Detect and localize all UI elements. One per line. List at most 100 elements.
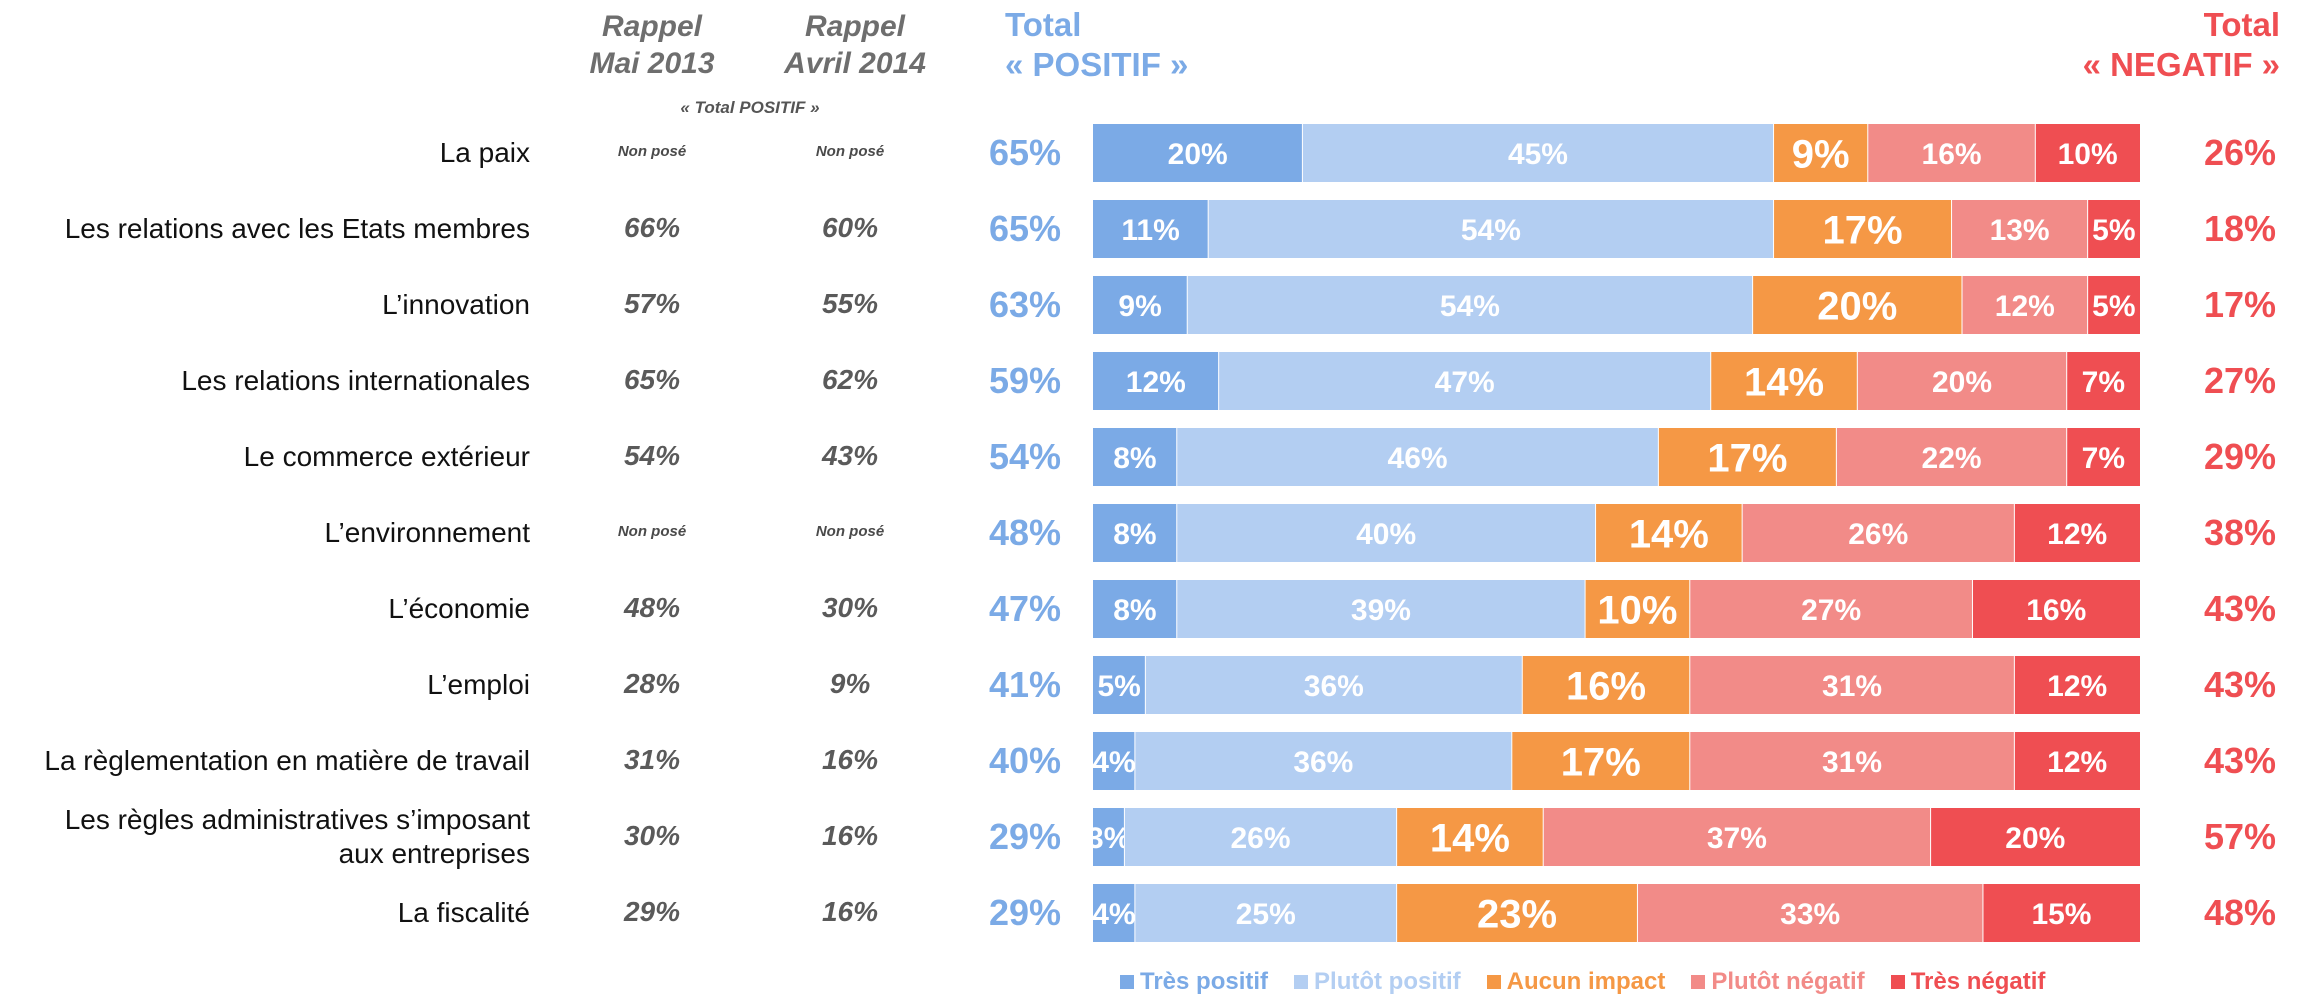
category-label: La fiscalité <box>398 896 530 930</box>
total-positif-value: 54% <box>988 436 1062 477</box>
bar-segment-plutot-positif <box>1176 580 1586 638</box>
bar-segment-plutot-positif <box>1134 732 1512 790</box>
bar-data-label: 37% <box>1707 822 1767 855</box>
total-positif-value: 59% <box>988 360 1062 401</box>
rappel-2013-value: 65% <box>623 364 681 395</box>
rappel-2013-value: Non posé <box>617 143 687 160</box>
rappel-2014-value: 55% <box>821 288 879 319</box>
bar-data-label: 36% <box>1304 670 1364 703</box>
header-total-negatif-line2: « NEGATIF » <box>2082 46 2280 83</box>
bar-segment-aucun-impact <box>1396 884 1638 942</box>
header-rappel-2013: Rappel Mai 2013 <box>572 8 732 82</box>
rappel-2013-value: 48% <box>623 592 681 623</box>
bar-segment-plutot-negatif <box>1962 276 2088 334</box>
category-label-line: aux entreprises <box>338 838 530 869</box>
total-negatif-value: 43% <box>2203 740 2277 781</box>
bar-segment-tres-negatif <box>2035 124 2140 182</box>
legend-swatch <box>1294 975 1309 989</box>
category-label: Les relations avec les Etats membres <box>65 212 530 246</box>
bar-data-label: 20% <box>2005 822 2065 855</box>
category-label-line: La règlementation en matière de travail <box>44 745 530 776</box>
chart-legend: Très positif Plutôt positif Aucun impact Pl… <box>1120 965 2071 999</box>
bar-data-label: 17% <box>1561 740 1641 784</box>
bar-segment-tres-negatif <box>2087 200 2140 258</box>
header-total-negatif: Total « NEGATIF » <box>2083 5 2280 85</box>
bar-segment-plutot-positif <box>1218 352 1711 410</box>
category-label-line: L’emploi <box>427 669 530 700</box>
bar-segment-tres-positif <box>1093 124 1303 182</box>
category-label: La paix <box>440 136 530 170</box>
bar-data-label: 25% <box>1236 898 1296 931</box>
bar-segment-aucun-impact <box>1773 124 1868 182</box>
category-label: L’économie <box>388 592 530 626</box>
total-positif-value: 29% <box>988 816 1062 857</box>
bar-data-label: 10% <box>2058 138 2118 171</box>
bar-segment-plutot-negatif <box>1543 808 1931 866</box>
total-negatif-value: 26% <box>2203 132 2277 173</box>
total-positif-value: 63% <box>988 284 1062 325</box>
total-negatif-value: 57% <box>2203 816 2277 857</box>
category-label-line: La fiscalité <box>397 897 530 928</box>
category-label-line: Les relations avec les Etats membres <box>64 213 530 244</box>
rappel-2014-value: 16% <box>821 744 879 775</box>
bar-segment-plutot-positif <box>1176 428 1659 486</box>
bar-data-label: 14% <box>1744 360 1824 404</box>
header-rappel-2014-line1: Rappel <box>804 10 906 43</box>
category-label: Les règles administratives s’imposant aux… <box>65 803 530 871</box>
bar-data-label: 20% <box>1817 284 1897 328</box>
bar-segment-tres-negatif <box>1930 808 2140 866</box>
bar-segment-aucun-impact <box>1710 352 1858 410</box>
bar-segment-tres-positif <box>1093 732 1135 790</box>
category-label-line: L’environnement <box>324 517 530 548</box>
total-positif-value: 40% <box>988 740 1062 781</box>
bar-data-label: 54% <box>1440 290 1500 323</box>
bar-data-label: 9% <box>1118 290 1161 323</box>
total-positif-value: 65% <box>988 132 1062 173</box>
total-negatif-value: 38% <box>2203 512 2277 553</box>
bar-segment-plutot-positif <box>1176 504 1596 562</box>
header-total-positif: Total « POSITIF » <box>1005 5 1188 85</box>
category-label-line: Le commerce extérieur <box>243 441 530 472</box>
bar-segment-plutot-negatif <box>1637 884 1983 942</box>
rappel-2013-value: 54% <box>623 440 681 471</box>
category-label: Le commerce extérieur <box>244 440 530 474</box>
bar-segment-plutot-positif <box>1134 884 1397 942</box>
bar-data-label: 54% <box>1461 214 1521 247</box>
bar-segment-tres-positif <box>1093 276 1188 334</box>
bar-segment-tres-negatif <box>2066 352 2140 410</box>
bar-segment-plutot-positif <box>1124 808 1397 866</box>
bar-segment-tres-positif <box>1093 884 1135 942</box>
bar-segment-aucun-impact <box>1773 200 1952 258</box>
bar-segment-plutot-negatif <box>1857 352 2067 410</box>
bar-segment-tres-negatif <box>2014 732 2140 790</box>
bar-data-label: 20% <box>1168 138 1228 171</box>
legend-label: Plutôt positif <box>1314 968 1461 995</box>
bar-data-label: 5% <box>2092 290 2135 323</box>
legend-swatch <box>1120 975 1134 989</box>
header-rappel-2014: Rappel Avril 2014 <box>770 8 940 82</box>
legend-item-aucun-impact: Aucun impact <box>1486 968 1665 996</box>
category-label: L’innovation <box>382 288 530 322</box>
legend-swatch <box>1890 975 1905 989</box>
total-positif-value: 47% <box>988 588 1062 629</box>
bar-segment-tres-positif <box>1093 200 1209 258</box>
category-label: Les relations internationales <box>181 364 530 398</box>
bar-segment-plutot-negatif <box>1742 504 2015 562</box>
bar-data-label: 12% <box>2047 670 2107 703</box>
bar-segment-tres-positif <box>1093 504 1177 562</box>
total-negatif-value: 43% <box>2203 588 2277 629</box>
bar-segment-plutot-negatif <box>1689 580 1973 638</box>
header-rappel-2013-line1: Rappel <box>601 10 703 43</box>
bar-data-label: 31% <box>1822 746 1882 779</box>
rappel-sub-label: « Total POSITIF » <box>680 98 820 117</box>
legend-item-plutot-positif: Plutôt positif <box>1294 968 1461 996</box>
rappel-2014-value: 30% <box>821 592 879 623</box>
header-rappel-2014-line2: Avril 2014 <box>784 47 926 80</box>
bar-data-label: 12% <box>1995 290 2055 323</box>
rappel-2013-value: Non posé <box>617 523 687 540</box>
legend-item-tres-negatif: Très négatif <box>1890 968 2045 996</box>
rappel-2013-value: 66% <box>623 212 681 243</box>
bar-segment-aucun-impact <box>1511 732 1690 790</box>
bar-segment-tres-positif <box>1093 580 1177 638</box>
